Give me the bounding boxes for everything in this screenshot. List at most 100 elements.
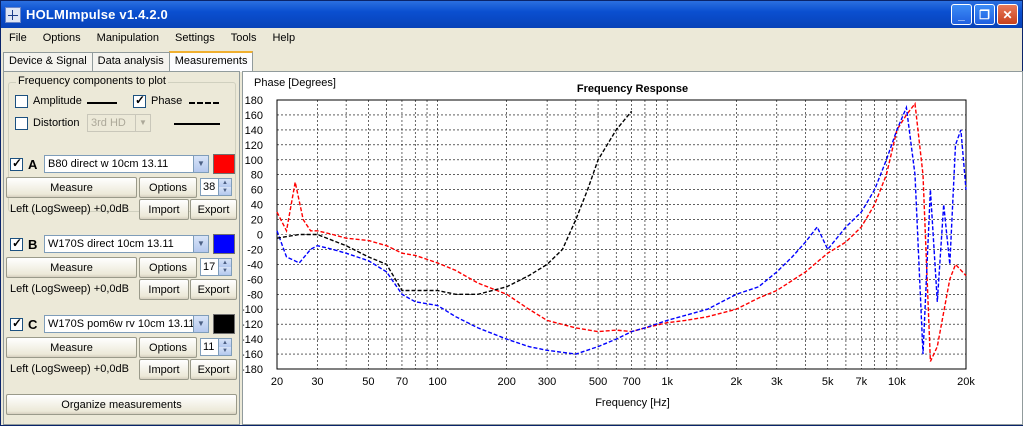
chevron-down-icon: ▼ <box>193 236 208 252</box>
menu-options[interactable]: Options <box>42 32 81 44</box>
x-tick-label: 7k <box>855 376 867 388</box>
measurement-b-select[interactable]: W170S direct 10cm 13.11 ▼ <box>44 235 209 253</box>
measurement-b-spin[interactable]: 17 ▲ ▼ <box>200 258 232 276</box>
phase-checkbox[interactable] <box>133 93 146 108</box>
measurement-a-name: B80 direct w 10cm 13.11 <box>48 158 169 170</box>
tab-measurements[interactable]: Measurements <box>168 51 254 72</box>
tab-strip: Device & Signal Data analysis Measuremen… <box>3 51 254 72</box>
menu-tools[interactable]: Tools <box>230 32 257 44</box>
distortion-checkbox[interactable] <box>15 117 28 130</box>
measurement-c-letter: C <box>28 317 38 332</box>
measurement-a-import-button[interactable]: Import <box>139 199 189 220</box>
measurement-b-color-swatch[interactable] <box>213 234 235 254</box>
measurement-a-export-button[interactable]: Export <box>190 199 237 220</box>
measurement-a-letter: A <box>28 157 38 172</box>
y-tick-label: 160 <box>245 110 263 122</box>
measurement-a-options-button[interactable]: Options <box>139 177 197 198</box>
y-tick-label: -20 <box>247 244 263 256</box>
frequency-response-chart[interactable]: Phase [Degrees] Frequency Response 180 16… <box>242 71 1023 425</box>
measurement-a-measure-button[interactable]: Measure <box>6 177 137 198</box>
measurement-b-options-button[interactable]: Options <box>139 257 197 278</box>
plot-frame <box>276 99 967 370</box>
frequency-components-group: Frequency components to plot Amplitude P… <box>8 75 236 212</box>
tab-device-signal[interactable]: Device & Signal <box>3 52 93 71</box>
amplitude-label: Amplitude <box>33 95 82 107</box>
x-tick-label: 20k <box>957 376 975 388</box>
spin-down-icon[interactable]: ▼ <box>218 267 231 275</box>
measurement-c-measure-button[interactable]: Measure <box>6 337 137 358</box>
close-button[interactable]: ✕ <box>997 4 1018 25</box>
spin-up-icon[interactable]: ▲ <box>218 179 231 187</box>
measurement-c-checkbox[interactable] <box>10 316 23 331</box>
y-tick-label: 180 <box>245 95 263 107</box>
measurement-c-export-button[interactable]: Export <box>190 359 237 380</box>
measurement-c-name: W170S pom6w rv 10cm 13.11 <box>48 318 195 330</box>
measurement-c-options-button[interactable]: Options <box>139 337 197 358</box>
measurement-b-name: W170S direct 10cm 13.11 <box>48 238 174 250</box>
x-tick-label: 20 <box>271 376 283 388</box>
amplitude-line-sample <box>87 102 117 104</box>
measurement-c-spin[interactable]: 11 ▲ ▼ <box>200 338 232 356</box>
distortion-select[interactable]: 3rd HD ▼ <box>87 114 151 132</box>
measurement-b-spin-value: 17 <box>203 261 216 273</box>
measurement-b-import-button[interactable]: Import <box>139 279 189 300</box>
organize-measurements-button[interactable]: Organize measurements <box>6 394 237 415</box>
plot-svg: 180160140120100806040200-20-40-60-80-100… <box>243 95 975 388</box>
spin-down-icon[interactable]: ▼ <box>218 187 231 195</box>
y-tick-label: -160 <box>243 349 263 361</box>
x-tick-label: 200 <box>497 376 515 388</box>
x-tick-label: 100 <box>428 376 446 388</box>
x-tick-label: 1k <box>661 376 673 388</box>
maximize-button[interactable]: ❐ <box>974 4 995 25</box>
menu-help[interactable]: Help <box>272 32 296 44</box>
measurement-a-select[interactable]: B80 direct w 10cm 13.11 ▼ <box>44 155 209 173</box>
measurement-a-color-swatch[interactable] <box>213 154 235 174</box>
measurement-a-checkbox[interactable] <box>10 156 23 171</box>
phase-line-sample <box>189 102 219 104</box>
measurement-b-info: Left (LogSweep) +0,0dB <box>10 283 129 295</box>
spin-up-icon[interactable]: ▲ <box>218 259 231 267</box>
x-tick-label: 50 <box>362 376 374 388</box>
y-tick-label: 80 <box>251 170 263 182</box>
y-tick-label: -100 <box>243 304 263 316</box>
chevron-down-icon: ▼ <box>193 156 208 172</box>
distortion-label: Distortion <box>33 117 80 129</box>
y-tick-label: 60 <box>251 185 263 197</box>
spin-down-icon[interactable]: ▼ <box>218 347 231 355</box>
menu-file[interactable]: File <box>9 32 27 44</box>
measurement-c-spin-value: 11 <box>203 341 215 353</box>
menu-settings[interactable]: Settings <box>175 32 215 44</box>
tab-data-analysis[interactable]: Data analysis <box>91 52 170 71</box>
y-tick-label: 120 <box>245 140 263 152</box>
spin-up-icon[interactable]: ▲ <box>218 339 231 347</box>
measurement-b-checkbox[interactable] <box>10 236 23 251</box>
measurements-panel: Frequency components to plot Amplitude P… <box>3 71 240 425</box>
measurement-b-letter: B <box>28 237 38 252</box>
amplitude-checkbox[interactable] <box>15 95 28 108</box>
y-tick-label: -120 <box>243 319 263 331</box>
y-tick-label: -60 <box>247 274 263 286</box>
measurement-c-select[interactable]: W170S pom6w rv 10cm 13.11 ▼ <box>44 315 209 333</box>
y-tick-label: -80 <box>247 289 263 301</box>
y-tick-label: 0 <box>257 230 263 242</box>
measurement-b-measure-button[interactable]: Measure <box>6 257 137 278</box>
measurement-a-spin-value: 38 <box>203 181 216 193</box>
y-tick-label: 100 <box>245 155 263 167</box>
phase-label: Phase <box>151 95 183 107</box>
menu-manipulation[interactable]: Manipulation <box>96 32 160 44</box>
minimize-button[interactable]: _ <box>951 4 972 25</box>
distortion-line-sample <box>174 123 220 125</box>
chart-xlabel: Frequency [Hz] <box>595 397 670 409</box>
series-line-2 <box>276 104 967 355</box>
measurement-c-color-swatch[interactable] <box>213 314 235 334</box>
x-tick-label: 300 <box>538 376 556 388</box>
measurement-a-spin[interactable]: 38 ▲ ▼ <box>200 178 232 196</box>
measurement-c-import-button[interactable]: Import <box>139 359 189 380</box>
title-bar[interactable]: HOLMImpulse v1.4.2.0 _ ❐ ✕ <box>1 1 1022 28</box>
measurement-b-export-button[interactable]: Export <box>190 279 237 300</box>
y-tick-label: 20 <box>251 215 263 227</box>
x-tick-label: 2k <box>731 376 743 388</box>
menu-bar: File Options Manipulation Settings Tools… <box>1 28 1022 48</box>
x-tick-label: 700 <box>622 376 640 388</box>
